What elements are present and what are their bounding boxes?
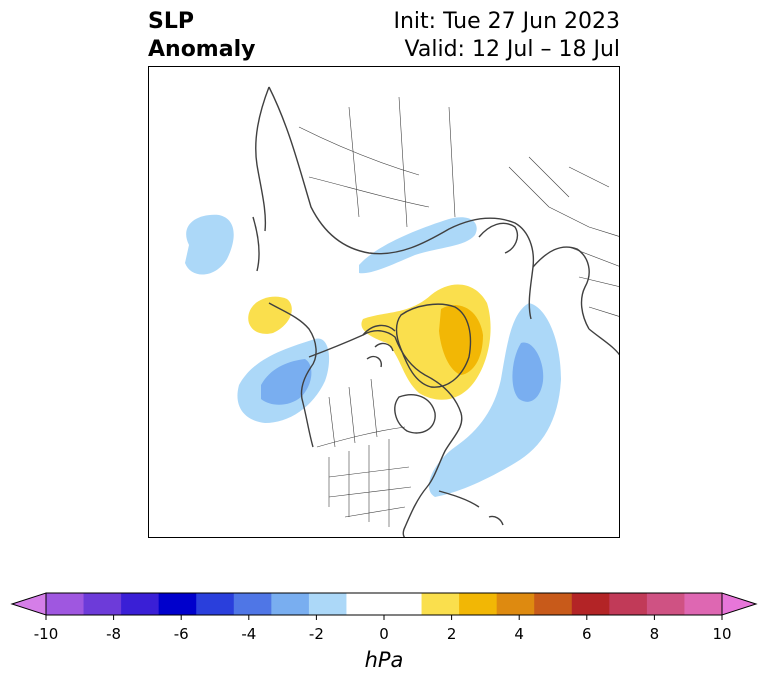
borders [298, 96, 619, 527]
border-europe [508, 156, 619, 237]
map-title: SLP Anomaly [148, 8, 255, 64]
anomaly-fields [185, 214, 561, 497]
colorbar-cell [196, 593, 235, 615]
anomaly-north-atlantic-inner [512, 342, 544, 402]
title-line-1: SLP [148, 9, 194, 34]
coast-north-america [308, 330, 463, 537]
anomaly-north-pacific-inner [261, 359, 312, 405]
coast-hudson-bay [394, 394, 436, 434]
colorbar-unit-label: hPa [365, 648, 404, 672]
coast-eurasia-north [268, 86, 535, 320]
coast-scandinavia [478, 222, 519, 254]
colorbar-cell [271, 593, 310, 615]
colorbar-cell [384, 593, 423, 615]
colorbar-min-arrow [10, 592, 47, 616]
colorbar-tick-label: 6 [582, 625, 592, 643]
init-date: Init: Tue 27 Jun 2023 [393, 9, 621, 34]
border-canada-us [316, 426, 406, 448]
title-line-2: Anomaly [148, 37, 256, 62]
colorbar-cell [121, 593, 160, 615]
colorbar-cell [496, 593, 535, 615]
colorbar-tick-label: -2 [309, 625, 324, 643]
map-canvas [185, 86, 619, 537]
colorbar-cell [571, 593, 610, 615]
colorbar-cell [459, 593, 498, 615]
border-russia [298, 96, 456, 228]
border-canada-provinces [328, 378, 378, 448]
coastlines [252, 86, 619, 537]
colorbar-tick-label: -4 [241, 625, 256, 643]
colorbar-cell [346, 593, 385, 615]
map-panel [148, 66, 620, 538]
colorbar-cell [233, 593, 272, 615]
anomaly-east-siberian [248, 296, 292, 334]
border-us-states [328, 439, 412, 527]
colorbar-cell [646, 593, 685, 615]
colorbar-tick-label: 0 [379, 625, 389, 643]
colorbar-tick-label: 2 [447, 625, 457, 643]
colorbar: -10 -8 -6 -4 -2 0 2 4 6 8 10 hPa [10, 592, 758, 672]
border-middle-east [568, 246, 619, 317]
coast-greenland [395, 303, 472, 388]
anomaly-greenland-inner [439, 305, 483, 375]
colorbar-tick-label: 8 [650, 625, 660, 643]
colorbar-tick-label: -6 [174, 625, 189, 643]
colorbar-ticks: -10 -8 -6 -4 -2 0 2 4 6 8 10 [34, 615, 732, 643]
colorbar-tick-label: -10 [34, 625, 59, 643]
colorbar-cell [609, 593, 648, 615]
colorbar-cell [83, 593, 122, 615]
colorbar-cell [308, 593, 347, 615]
coast-arctic-islands [362, 324, 396, 368]
coast-europe [532, 246, 590, 330]
coast-east-asia [255, 86, 270, 232]
colorbar-tick-label: 4 [514, 625, 524, 643]
colorbar-tick-label: -8 [106, 625, 121, 643]
colorbar-cells [46, 593, 723, 615]
coast-africa [588, 328, 619, 356]
anomaly-northwest-pacific [185, 214, 234, 275]
colorbar-tick-label: 10 [712, 625, 731, 643]
colorbar-cell [421, 593, 460, 615]
colorbar-cell [534, 593, 573, 615]
coast-alaska [268, 302, 317, 448]
coast-caribbean [438, 490, 504, 526]
colorbar-cell [684, 593, 723, 615]
colorbar-cell [158, 593, 197, 615]
colorbar-cell [46, 593, 85, 615]
coast-kamchatka [252, 216, 260, 272]
run-info: Init: Tue 27 Jun 2023 Valid: 12 Jul – 18… [394, 8, 621, 64]
colorbar-max-arrow [721, 592, 758, 616]
valid-range: Valid: 12 Jul – 18 Jul [404, 37, 620, 62]
